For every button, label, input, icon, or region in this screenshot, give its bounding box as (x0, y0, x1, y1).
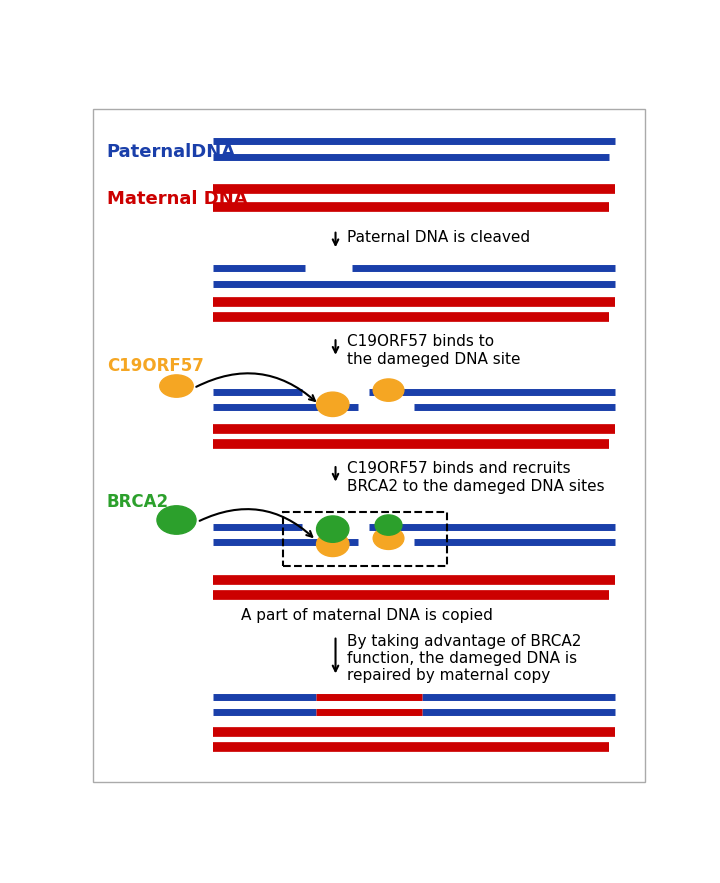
Ellipse shape (375, 515, 402, 535)
Text: PaternalDNA: PaternalDNA (107, 143, 236, 161)
Ellipse shape (157, 506, 196, 534)
Text: C19ORF57: C19ORF57 (107, 357, 204, 374)
Ellipse shape (317, 392, 349, 417)
Text: C19ORF57 binds and recruits
BRCA2 to the dameged DNA sites: C19ORF57 binds and recruits BRCA2 to the… (347, 461, 604, 494)
Text: Paternal DNA is cleaved: Paternal DNA is cleaved (347, 230, 530, 245)
Ellipse shape (317, 532, 349, 556)
Text: C19ORF57 binds to
the dameged DNA site: C19ORF57 binds to the dameged DNA site (347, 335, 520, 366)
Text: Maternal DNA: Maternal DNA (107, 191, 248, 208)
Text: BRCA2: BRCA2 (107, 493, 169, 510)
Text: A part of maternal DNA is copied: A part of maternal DNA is copied (240, 608, 492, 623)
Ellipse shape (160, 375, 193, 397)
Ellipse shape (317, 516, 349, 542)
Text: By taking advantage of BRCA2
function, the dameged DNA is
repaired by maternal c: By taking advantage of BRCA2 function, t… (347, 634, 581, 683)
Ellipse shape (373, 379, 404, 401)
Bar (282, 512, 447, 566)
Ellipse shape (373, 527, 404, 549)
